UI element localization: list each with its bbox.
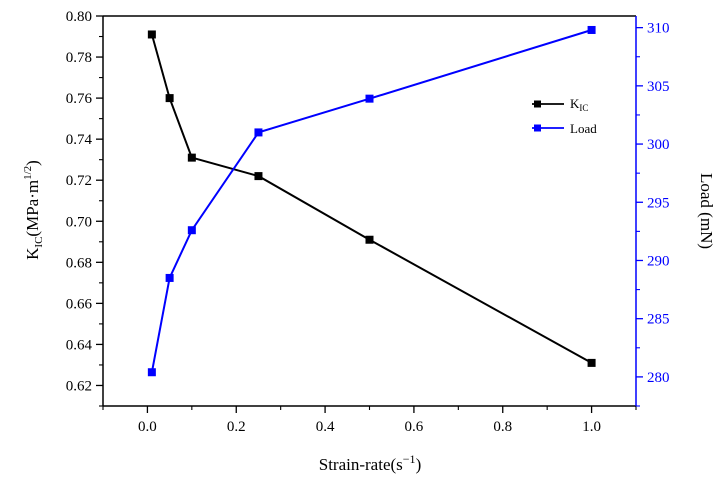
load-data-point (187, 226, 196, 235)
right-y-tick-label: 305 (647, 79, 670, 95)
x-tick-label: 1.0 (582, 419, 601, 435)
legend-load-marker (534, 124, 541, 132)
left-y-tick-label: 0.68 (66, 255, 92, 271)
left-y-tick-label: 0.78 (66, 50, 92, 66)
x-tick-label: 0.0 (138, 419, 157, 435)
left-y-tick-label: 0.76 (66, 91, 93, 107)
series-layer (147, 25, 596, 377)
load-data-point (587, 25, 596, 34)
right-y-tick-label: 300 (647, 137, 670, 153)
left-y-axis-title-superscript: 1/2 (22, 166, 34, 180)
x-tick-label: 0.4 (316, 419, 335, 435)
x-axis-title-end: ) (416, 455, 422, 474)
right-y-axis-title: Load (mN) (697, 173, 716, 249)
legend-kic-label-subscript: IC (579, 103, 588, 113)
x-tick-label: 0.2 (227, 419, 246, 435)
kic-data-point (365, 235, 374, 244)
left-y-tick-label: 0.66 (66, 296, 93, 312)
right-y-tick-label: 290 (647, 253, 670, 269)
x-axis-title-superscript: −1 (403, 452, 416, 466)
kic-data-point (165, 94, 174, 103)
load-data-point (147, 368, 156, 377)
load-data-point (165, 273, 174, 282)
kic-data-point (587, 358, 596, 367)
x-tick-label: 0.8 (493, 419, 512, 435)
left-y-tick-label: 0.70 (66, 214, 92, 230)
right-y-tick-label: 285 (647, 312, 670, 328)
x-tick-label: 0.6 (405, 419, 424, 435)
legend-kic-label: KIC (570, 96, 588, 113)
left-y-axis-title: KIC(MPa·m1/2) (22, 160, 45, 260)
load-data-point (365, 94, 374, 103)
left-y-axis-title-unit: (MPa·m (23, 180, 42, 237)
x-axis-title: Strain-rate(s−1) (319, 452, 421, 474)
left-y-tick-label: 0.72 (66, 173, 92, 189)
legend: KIC Load (532, 96, 597, 136)
left-y-axis-title-end: ) (23, 160, 42, 166)
legend-load-label: Load (570, 121, 597, 136)
legend-kic-marker (534, 100, 541, 108)
kic-series-line (150, 34, 593, 364)
right-y-ticks: 280 285 290 295 300 305 310 (636, 21, 670, 407)
left-y-tick-label: 0.74 (66, 132, 93, 148)
right-y-tick-label: 295 (647, 195, 670, 211)
kic-data-point (254, 172, 263, 181)
left-y-tick-label: 0.80 (66, 9, 92, 25)
kic-data-point (187, 153, 196, 162)
left-y-tick-label: 0.64 (66, 337, 93, 353)
right-y-tick-label: 280 (647, 370, 670, 386)
left-y-ticks: 0.62 0.64 0.66 0.68 0.70 0.72 0.74 0.76 0.78 0.80 (66, 9, 103, 407)
left-y-tick-label: 0.62 (66, 378, 92, 394)
right-y-tick-label: 310 (647, 21, 670, 37)
x-ticks: 0.0 0.2 0.4 0.6 0.8 1.0 (102, 406, 637, 435)
left-y-axis-title-subscript: IC (33, 237, 45, 248)
load-data-point (254, 128, 263, 137)
kic-data-point (147, 30, 156, 39)
load-series-line (150, 29, 592, 373)
